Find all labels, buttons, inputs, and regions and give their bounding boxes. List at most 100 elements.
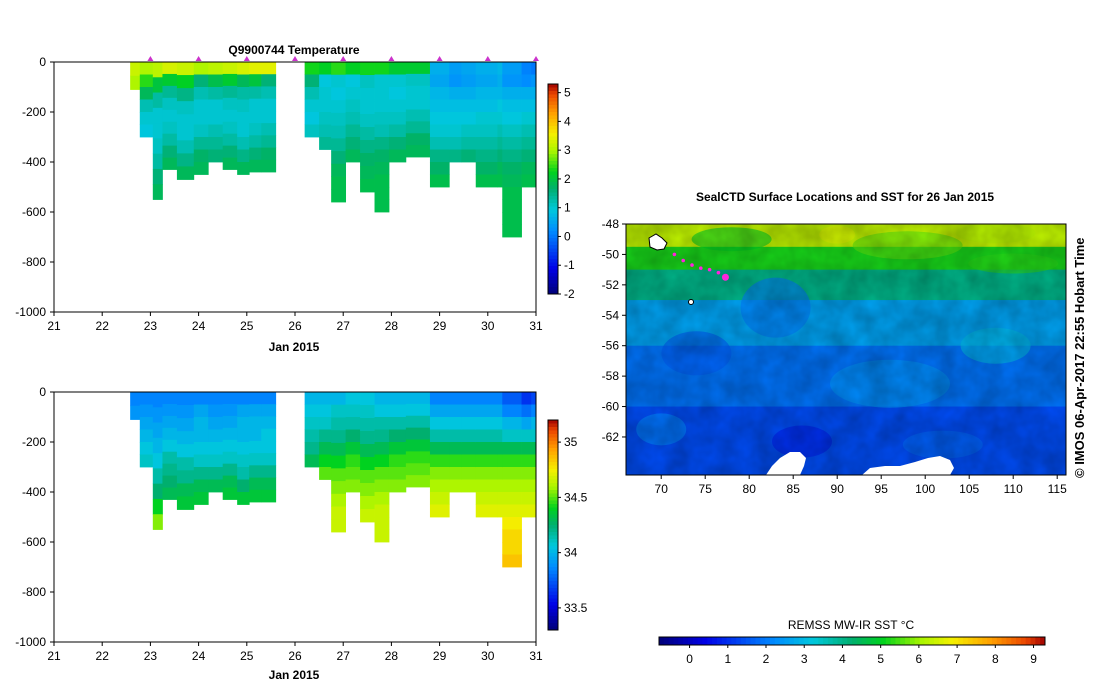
colorbar-swatch — [659, 637, 665, 645]
colorbar-swatch — [774, 637, 781, 645]
data-cell — [521, 417, 532, 430]
x-tick-label: 30 — [481, 649, 495, 663]
data-cell — [461, 479, 477, 493]
data-cell — [360, 457, 375, 471]
data-cell — [319, 442, 332, 455]
data-cell — [360, 392, 375, 406]
x-tick-label: 115 — [1048, 482, 1067, 496]
colorbar-swatch — [548, 546, 558, 550]
data-cell — [521, 149, 532, 163]
data-cell — [331, 404, 347, 418]
colorbar-swatch — [895, 637, 901, 645]
colorbar-tick-label: 6 — [916, 652, 923, 666]
colorbar-swatch — [548, 458, 558, 463]
data-cell — [475, 454, 498, 468]
data-cell — [475, 124, 498, 138]
y-tick-label: -800 — [22, 585, 46, 599]
data-cell — [475, 442, 498, 455]
data-cell — [449, 479, 462, 493]
colorbar-swatch — [548, 514, 558, 519]
colorbar-swatch — [977, 637, 983, 645]
colorbar-swatch — [548, 105, 558, 109]
colorbar-swatch — [548, 108, 558, 113]
data-cell — [374, 199, 390, 213]
data-cell — [531, 99, 537, 113]
x-tick-label: 23 — [144, 649, 158, 663]
profile-marker — [484, 56, 491, 61]
colorbar-swatch — [866, 637, 872, 645]
data-cell — [261, 62, 277, 75]
colorbar-swatch — [548, 210, 558, 214]
data-cell — [461, 442, 477, 455]
data-cell — [449, 62, 462, 75]
data-cell — [502, 224, 522, 238]
colorbar-swatch — [548, 126, 558, 130]
data-cell — [475, 162, 498, 175]
colorbar-swatch — [958, 637, 964, 645]
data-cell — [304, 99, 320, 113]
colorbar-swatch — [663, 637, 670, 645]
data-cell — [345, 124, 361, 138]
data-cell — [208, 112, 224, 125]
data-cell — [388, 404, 407, 418]
data-cell — [249, 453, 262, 466]
colorbar-swatch — [697, 637, 703, 645]
data-cell — [360, 114, 375, 128]
data-cell — [249, 62, 262, 75]
data-cell — [502, 124, 522, 138]
salinity-x-axis-label: Jan 2015 — [269, 668, 320, 682]
data-cell — [208, 137, 224, 150]
data-cell — [331, 189, 347, 203]
data-cell — [429, 392, 450, 405]
data-cell — [139, 454, 154, 468]
colorbar-swatch — [1040, 637, 1046, 645]
data-cell — [475, 112, 498, 125]
y-tick-label: -54 — [602, 308, 620, 322]
data-cell — [130, 392, 141, 407]
colorbar-swatch — [1035, 637, 1041, 645]
colorbar-swatch — [548, 178, 558, 183]
colorbar-swatch — [905, 637, 911, 645]
data-cell — [531, 137, 537, 150]
colorbar-swatch — [548, 507, 558, 512]
data-cell — [497, 479, 503, 493]
colorbar-swatch — [673, 637, 679, 645]
data-cell — [360, 405, 375, 419]
data-cell — [237, 74, 250, 88]
temperature-cells — [130, 62, 537, 238]
data-cell — [360, 140, 375, 154]
colorbar-swatch — [880, 637, 887, 645]
data-cell — [475, 62, 498, 75]
colorbar-swatch — [548, 581, 558, 585]
data-cell — [249, 489, 262, 503]
y-tick-label: -60 — [602, 400, 620, 414]
sst-map-frame — [625, 223, 1067, 476]
data-cell — [531, 417, 537, 430]
colorbar-swatch — [548, 213, 558, 218]
data-cell — [521, 87, 532, 100]
data-cell — [345, 467, 361, 480]
colorbar-swatch — [548, 553, 558, 557]
data-cell — [261, 416, 277, 430]
data-cell — [521, 62, 532, 75]
data-cell — [374, 454, 390, 468]
colorbar-swatch — [982, 637, 988, 645]
data-cell — [502, 137, 522, 150]
data-cell — [475, 87, 498, 100]
data-cell — [374, 404, 390, 418]
colorbar-swatch — [548, 570, 558, 575]
data-cell — [152, 437, 163, 454]
colorbar-swatch — [548, 567, 558, 571]
colorbar-swatch — [548, 94, 558, 99]
data-cell — [152, 138, 163, 155]
colorbar-swatch — [548, 430, 558, 435]
y-tick-label: -200 — [22, 105, 46, 119]
data-cell — [249, 123, 262, 136]
colorbar-swatch — [683, 637, 689, 645]
colorbar-swatch — [548, 560, 558, 564]
data-cell — [304, 124, 320, 138]
data-cell — [162, 403, 178, 417]
y-tick-label: -50 — [602, 247, 620, 261]
data-cell — [521, 74, 532, 88]
data-cell — [237, 404, 250, 418]
